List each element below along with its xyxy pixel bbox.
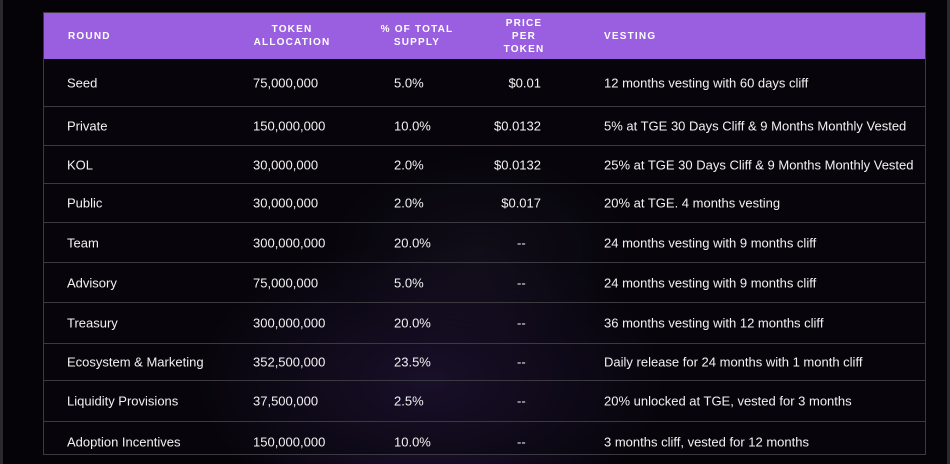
supply-cell: 5.0%: [394, 275, 424, 290]
table-row: Private 150,000,000 10.0% $0.0132 5% at TGE …: [44, 106, 925, 145]
supply-cell: 10.0%: [394, 118, 431, 134]
header-token-allocation: TOKEN ALLOCATION: [249, 23, 335, 49]
header-token-allocation-line2: ALLOCATION: [253, 37, 331, 48]
table-row: Team 300,000,000 20.0% -- 24 months vesting …: [44, 222, 925, 262]
round-cell: Seed: [67, 75, 98, 90]
header-round: ROUND: [68, 30, 111, 42]
allocation-cell: 37,500,000: [253, 393, 319, 409]
price-cell: --: [517, 275, 526, 290]
table-row: KOL 30,000,000 2.0% $0.0132 25% at TGE 30 Da…: [44, 145, 925, 183]
header-price-per-token: PRICE PER TOKEN: [492, 17, 556, 56]
allocation-cell: 75,000,000: [253, 275, 319, 290]
header-total-supply: % OF TOTAL SUPPLY: [378, 23, 456, 49]
table-row: Liquidity Provisions 37,500,000 2.5% -- 20% …: [44, 380, 925, 421]
header-vesting: VESTING: [604, 30, 657, 42]
vesting-cell: 20% at TGE. 4 months vesting: [604, 195, 781, 211]
vesting-cell: 36 months vesting with 12 months cliff: [604, 315, 824, 331]
allocation-cell: 150,000,000: [253, 118, 326, 134]
right-edge: [947, 0, 950, 464]
table-row: Public 30,000,000 2.0% $0.017 20% at TGE. 4 …: [44, 183, 925, 222]
round-cell: KOL: [67, 157, 94, 172]
supply-cell: 2.5%: [394, 393, 424, 409]
table-row: Adoption Incentives 150,000,000 10.0% -- 3 m…: [44, 421, 925, 461]
supply-cell: 20.0%: [394, 315, 431, 331]
allocation-cell: 352,500,000: [253, 354, 326, 370]
supply-cell: 2.0%: [394, 195, 424, 211]
allocation-cell: 300,000,000: [253, 235, 326, 250]
table-header: ROUND TOKEN ALLOCATION % OF TOTAL SUPPLY…: [44, 13, 925, 59]
table-body: Seed 75,000,000 5.0% $0.01 12 months vesting…: [44, 59, 925, 461]
token-allocation-table: ROUND TOKEN ALLOCATION % OF TOTAL SUPPLY…: [43, 12, 926, 455]
price-cell: --: [517, 354, 526, 370]
vesting-cell: 12 months vesting with 60 days cliff: [604, 75, 809, 90]
header-total-supply-line2: SUPPLY: [393, 37, 441, 48]
header-price-line2: TOKEN: [503, 43, 545, 55]
supply-cell: 5.0%: [394, 75, 424, 90]
round-cell: Public: [67, 195, 103, 211]
table-row: Treasury 300,000,000 20.0% -- 36 months vest…: [44, 302, 925, 343]
round-cell: Private: [67, 118, 108, 134]
header-token-allocation-line1: TOKEN: [271, 24, 313, 35]
table-row: Seed 75,000,000 5.0% $0.01 12 months vesting…: [44, 59, 925, 106]
supply-cell: 23.5%: [394, 354, 431, 370]
price-cell: --: [517, 235, 526, 250]
allocation-cell: 30,000,000: [253, 157, 319, 172]
header-total-supply-line1: % OF TOTAL: [380, 24, 454, 35]
table-row: Advisory 75,000,000 5.0% -- 24 months vestin…: [44, 262, 925, 302]
vesting-cell: 3 months cliff, vested for 12 months: [604, 434, 809, 449]
allocation-cell: 300,000,000: [253, 315, 326, 331]
vesting-cell: 20% unlocked at TGE, vested for 3 months: [604, 393, 852, 409]
supply-cell: 2.0%: [394, 157, 424, 172]
vesting-cell: 24 months vesting with 9 months cliff: [604, 275, 817, 290]
vesting-cell: 24 months vesting with 9 months cliff: [604, 235, 817, 250]
price-cell: --: [517, 315, 526, 331]
round-cell: Liquidity Provisions: [67, 393, 179, 409]
round-cell: Ecosystem & Marketing: [67, 354, 204, 370]
left-edge: [0, 0, 3, 464]
price-cell: $0.01: [508, 75, 541, 90]
round-cell: Adoption Incentives: [67, 434, 181, 449]
round-cell: Treasury: [67, 315, 118, 331]
allocation-cell: 150,000,000: [253, 434, 326, 449]
allocation-cell: 30,000,000: [253, 195, 319, 211]
price-cell: $0.0132: [494, 118, 541, 134]
price-cell: $0.017: [501, 195, 541, 211]
supply-cell: 10.0%: [394, 434, 431, 449]
vesting-cell: Daily release for 24 months with 1 month…: [604, 354, 863, 370]
table-row: Ecosystem & Marketing 352,500,000 23.5% -- D…: [44, 343, 925, 380]
price-cell: --: [517, 393, 526, 409]
price-cell: $0.0132: [494, 157, 541, 172]
supply-cell: 20.0%: [394, 235, 431, 250]
round-cell: Team: [67, 235, 99, 250]
allocation-cell: 75,000,000: [253, 75, 319, 90]
header-price-line1: PRICE PER: [505, 17, 543, 42]
round-cell: Advisory: [67, 275, 117, 290]
price-cell: --: [517, 434, 526, 449]
vesting-cell: 5% at TGE 30 Days Cliff & 9 Months Month…: [604, 118, 907, 134]
vesting-cell: 25% at TGE 30 Days Cliff & 9 Months Mont…: [604, 157, 914, 172]
